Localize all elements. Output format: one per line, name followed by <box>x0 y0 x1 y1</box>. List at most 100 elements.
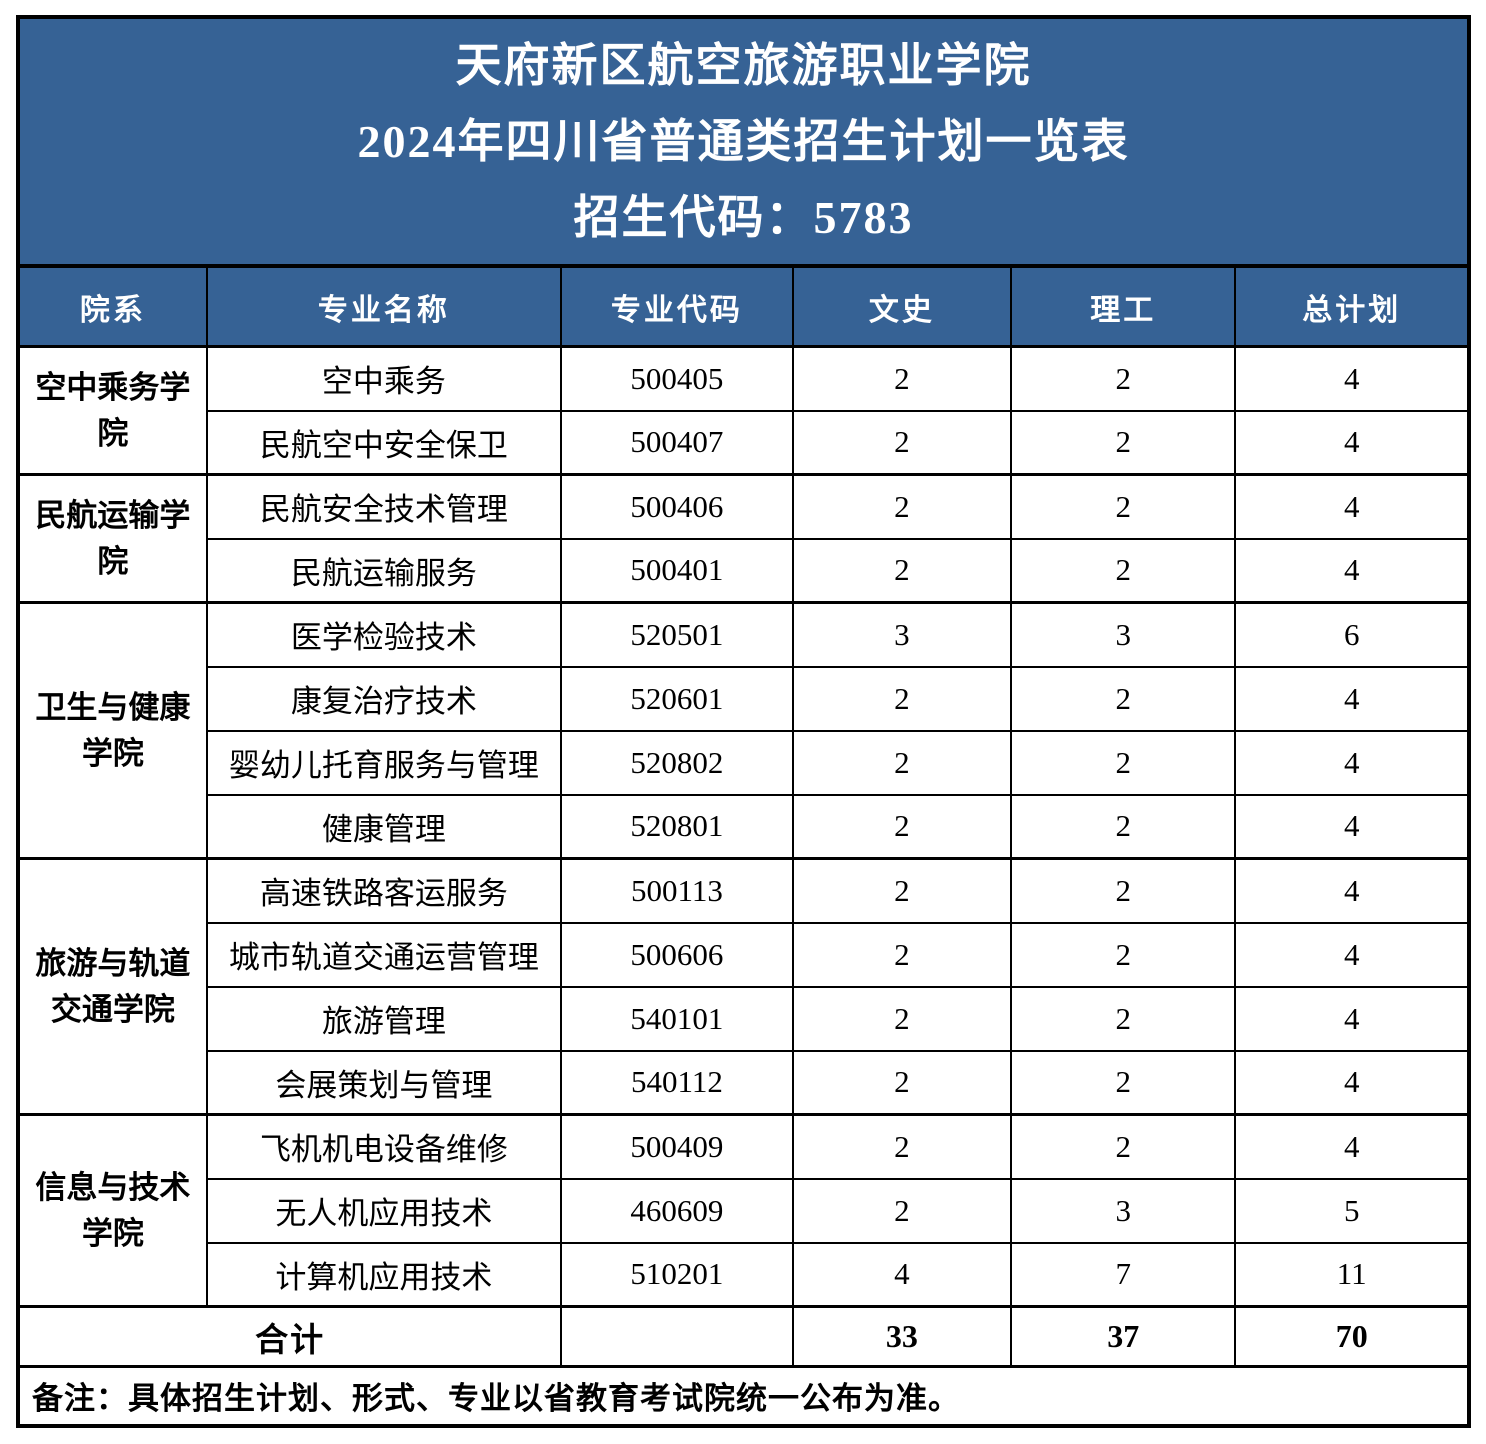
cell-total: 4 <box>1234 345 1467 412</box>
column-header-3: 文史 <box>791 268 1013 348</box>
table-footer: 合计 33 37 70 备注：具体招生计划、形式、专业以省教育考试院统一公布为准… <box>20 1305 1467 1424</box>
cell-ligong: 2 <box>1010 985 1237 1052</box>
cell-wenshi: 3 <box>791 601 1013 668</box>
cell-total: 4 <box>1234 1113 1467 1180</box>
cell-code: 500606 <box>560 921 794 988</box>
college-name-title: 天府新区航空旅游职业学院 <box>455 39 1032 91</box>
cell-name: 空中乘务 <box>205 345 563 412</box>
cell-total: 5 <box>1234 1177 1467 1244</box>
cell-code: 540112 <box>560 1049 794 1116</box>
cell-wenshi: 2 <box>791 537 1013 604</box>
cell-name: 康复治疗技术 <box>206 665 563 732</box>
table-row: 卫生与健康学院 医学检验技术 520501 3 3 6 <box>20 601 1467 860</box>
cell-code: 460609 <box>560 1177 794 1244</box>
cell-ligong: 2 <box>1010 1049 1237 1116</box>
cell-wenshi: 2 <box>791 729 1013 796</box>
college-cell: 卫生与健康学院 <box>20 601 208 860</box>
cell-name: 民航安全技术管理 <box>205 473 563 540</box>
cell-wenshi: 2 <box>791 985 1013 1052</box>
cell-wenshi: 2 <box>791 921 1013 988</box>
total-empty-code-cell <box>560 1305 794 1368</box>
cell-ligong: 2 <box>1010 473 1237 540</box>
plan-title: 2024年四川省普通类招生计划一览表 <box>357 115 1130 167</box>
cell-wenshi: 2 <box>791 857 1013 924</box>
cell-total: 4 <box>1234 729 1467 796</box>
cell-ligong: 2 <box>1010 345 1237 412</box>
title-block: 天府新区航空旅游职业学院 2024年四川省普通类招生计划一览表 招生代码：578… <box>20 19 1467 268</box>
cell-code: 500401 <box>560 537 794 604</box>
cell-code: 500409 <box>560 1113 794 1180</box>
cell-ligong: 2 <box>1010 793 1237 860</box>
cell-ligong: 3 <box>1010 1177 1237 1244</box>
college-cell: 旅游与轨道交通学院 <box>20 857 208 1116</box>
cell-ligong: 2 <box>1010 857 1237 924</box>
cell-code: 510201 <box>560 1241 794 1308</box>
cell-name: 计算机应用技术 <box>206 1241 563 1308</box>
cell-ligong: 3 <box>1010 601 1237 668</box>
cell-wenshi: 2 <box>791 665 1013 732</box>
enrollment-plan-sheet: 天府新区航空旅游职业学院 2024年四川省普通类招生计划一览表 招生代码：578… <box>16 15 1471 1428</box>
cell-total: 4 <box>1234 921 1467 988</box>
table-row: 民航运输学院 民航安全技术管理 500406 2 2 4 <box>20 473 1467 604</box>
column-header-1: 专业名称 <box>205 268 563 348</box>
cell-name: 飞机机电设备维修 <box>205 1113 563 1180</box>
table-row: 城市轨道交通运营管理 500606 2 2 4 <box>20 921 1467 988</box>
cell-total: 4 <box>1234 537 1467 604</box>
plan-table-body: 空中乘务学院 空中乘务 500405 2 2 4 民航空中安全保卫 500407 2 2 4 民航运输… <box>20 345 1467 1308</box>
cell-ligong: 7 <box>1010 1241 1237 1308</box>
total-overall: 70 <box>1234 1305 1467 1368</box>
cell-code: 500405 <box>560 345 794 412</box>
cell-ligong: 2 <box>1010 921 1237 988</box>
table-row: 民航空中安全保卫 500407 2 2 4 <box>20 409 1467 476</box>
note-row: 备注：具体招生计划、形式、专业以省教育考试院统一公布为准。 <box>20 1365 1467 1424</box>
cell-code: 520501 <box>560 601 794 668</box>
table-row: 无人机应用技术 460609 2 3 5 <box>20 1177 1467 1244</box>
cell-ligong: 2 <box>1010 537 1237 604</box>
cell-ligong: 2 <box>1010 409 1237 476</box>
college-cell: 信息与技术学院 <box>20 1113 208 1308</box>
cell-code: 500113 <box>560 857 794 924</box>
total-label: 合计 <box>20 1305 563 1368</box>
column-header-4: 理工 <box>1010 268 1237 348</box>
total-row: 合计 33 37 70 <box>20 1305 1467 1368</box>
table-row: 民航运输服务 500401 2 2 4 <box>20 537 1467 604</box>
cell-wenshi: 4 <box>791 1241 1013 1308</box>
cell-code: 500407 <box>560 409 794 476</box>
cell-total: 4 <box>1234 1049 1467 1116</box>
cell-total: 6 <box>1234 601 1467 668</box>
cell-ligong: 2 <box>1010 665 1237 732</box>
cell-total: 11 <box>1234 1241 1467 1308</box>
table-row: 计算机应用技术 510201 4 7 11 <box>20 1241 1467 1308</box>
table-row: 空中乘务学院 空中乘务 500405 2 2 4 <box>20 345 1467 476</box>
header-row: 院系 专业名称 专业代码 文史 理工 总计划 <box>20 268 1467 348</box>
cell-ligong: 2 <box>1010 1113 1237 1180</box>
college-cell: 空中乘务学院 <box>20 345 208 476</box>
column-header-2: 专业代码 <box>560 268 794 348</box>
cell-name: 高速铁路客运服务 <box>205 857 563 924</box>
cell-name: 无人机应用技术 <box>206 1177 563 1244</box>
cell-total: 4 <box>1234 473 1467 540</box>
cell-wenshi: 2 <box>791 473 1013 540</box>
cell-name: 民航运输服务 <box>206 537 563 604</box>
college-cell: 民航运输学院 <box>20 473 208 604</box>
cell-code: 500406 <box>560 473 794 540</box>
enrollment-code: 招生代码：5783 <box>573 191 914 243</box>
column-header-0: 院系 <box>20 268 208 348</box>
cell-name: 民航空中安全保卫 <box>206 409 563 476</box>
cell-total: 4 <box>1234 985 1467 1052</box>
cell-name: 旅游管理 <box>206 985 563 1052</box>
cell-total: 4 <box>1234 409 1467 476</box>
table-row: 会展策划与管理 540112 2 2 4 <box>20 1049 1467 1116</box>
cell-wenshi: 2 <box>791 1177 1013 1244</box>
cell-name: 城市轨道交通运营管理 <box>206 921 563 988</box>
cell-wenshi: 2 <box>791 409 1013 476</box>
table-row: 信息与技术学院 飞机机电设备维修 500409 2 2 4 <box>20 1113 1467 1308</box>
total-wenshi: 33 <box>791 1305 1013 1368</box>
table-header: 院系 专业名称 专业代码 文史 理工 总计划 <box>20 268 1467 348</box>
cell-ligong: 2 <box>1010 729 1237 796</box>
table-row: 康复治疗技术 520601 2 2 4 <box>20 665 1467 732</box>
cell-wenshi: 2 <box>791 1113 1013 1180</box>
note-text: 备注：具体招生计划、形式、专业以省教育考试院统一公布为准。 <box>20 1365 1467 1424</box>
plan-table: 院系 专业名称 专业代码 文史 理工 总计划 空中乘务学院 空中乘务 500405 2 2 4 民航空… <box>20 268 1467 1424</box>
table-row: 健康管理 520801 2 2 4 <box>20 793 1467 860</box>
